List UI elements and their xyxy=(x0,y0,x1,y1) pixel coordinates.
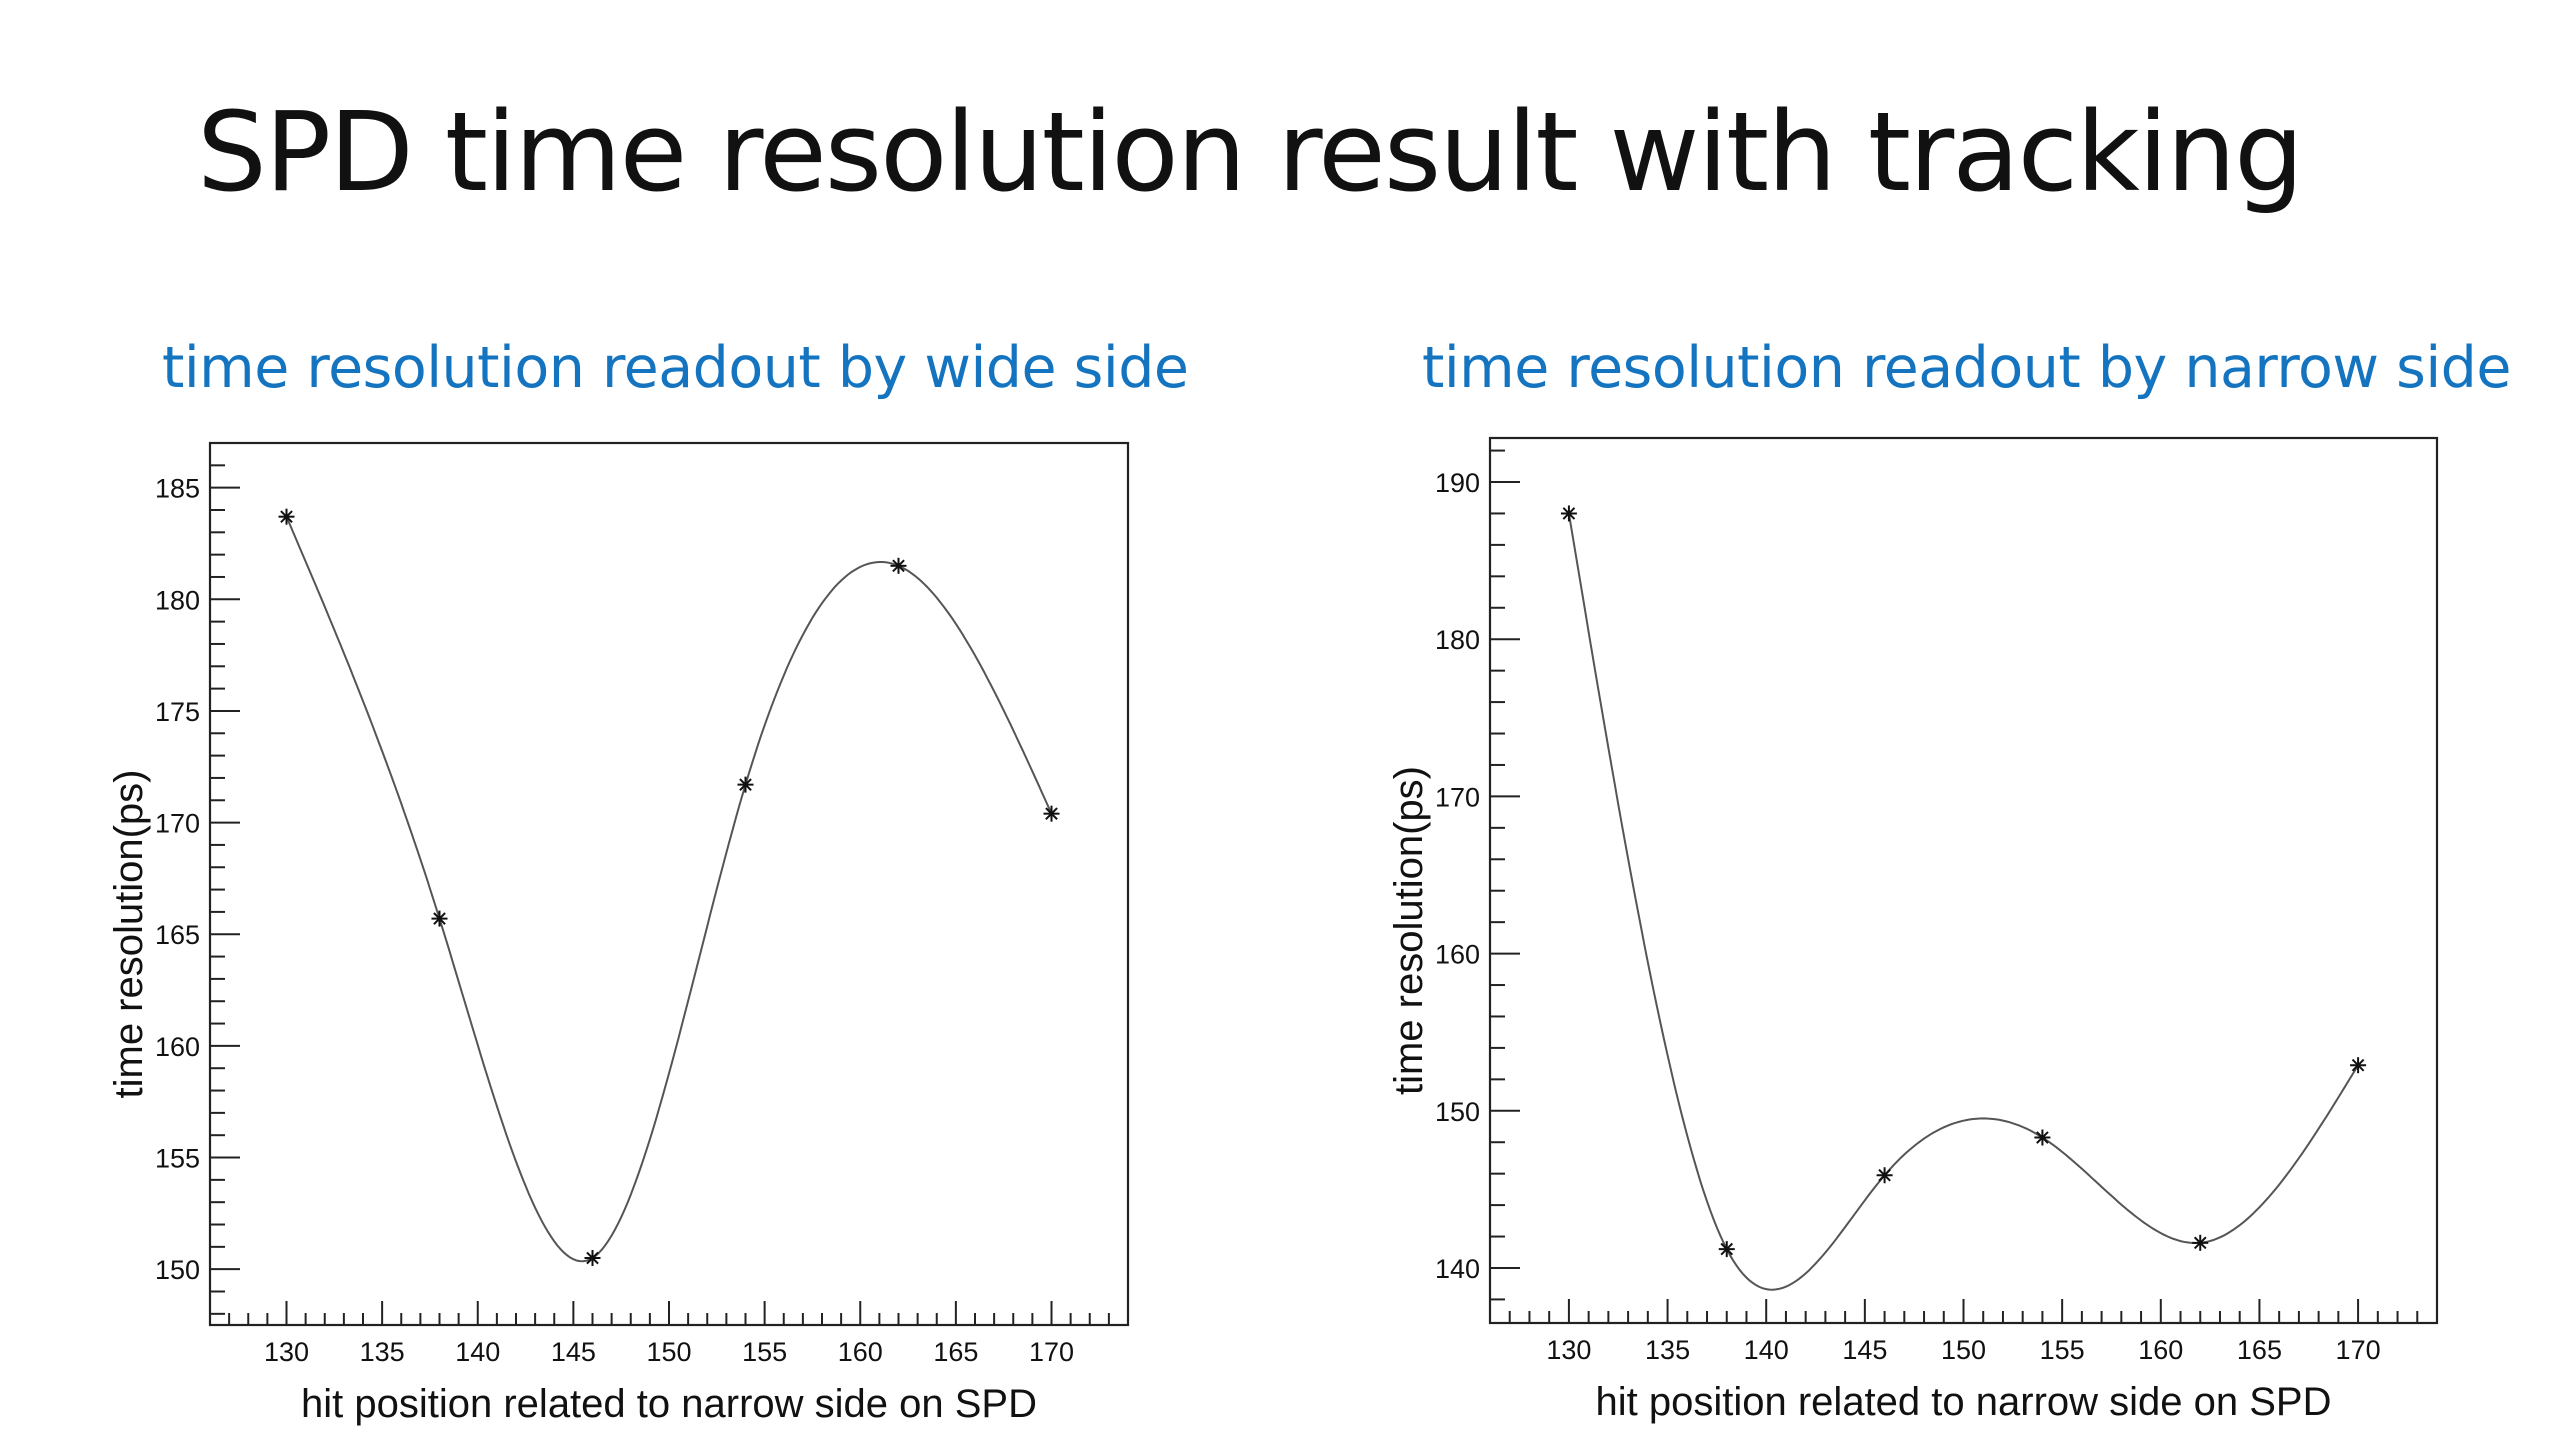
series-line xyxy=(1567,513,2359,1291)
y-tick-label: 170 xyxy=(1435,782,1480,812)
chart-title-wide-side: time resolution readout by wide side xyxy=(162,335,1189,401)
data-point-marker xyxy=(584,1250,601,1267)
x-axis-title: hit position related to narrow side on S… xyxy=(1596,1380,2332,1424)
y-axis-title: time resolution(ps) xyxy=(107,769,151,1098)
x-tick-label: 140 xyxy=(455,1337,500,1367)
x-tick-label: 160 xyxy=(838,1337,883,1367)
y-tick-label: 160 xyxy=(1435,940,1480,970)
x-tick-label: 130 xyxy=(1546,1335,1591,1365)
x-tick-label: 150 xyxy=(1941,1335,1986,1365)
x-tick-label: 170 xyxy=(1029,1337,1074,1367)
y-tick-label: 185 xyxy=(155,474,200,504)
x-tick-label: 155 xyxy=(742,1337,787,1367)
x-tick-label: 170 xyxy=(2336,1335,2381,1365)
x-tick-label: 150 xyxy=(646,1337,691,1367)
data-point-marker xyxy=(890,557,907,574)
x-tick-label: 160 xyxy=(2138,1335,2183,1365)
data-point-marker xyxy=(431,910,448,927)
y-tick-label: 155 xyxy=(155,1144,200,1174)
data-point-marker xyxy=(1043,805,1060,822)
chart-title-narrow-side: time resolution readout by narrow side xyxy=(1422,335,2511,401)
data-point-marker xyxy=(1560,505,1577,522)
data-point-marker xyxy=(2192,1234,2209,1251)
y-tick-label: 150 xyxy=(1435,1097,1480,1127)
x-axis-title: hit position related to narrow side on S… xyxy=(301,1382,1037,1426)
data-point-marker xyxy=(2034,1129,2051,1146)
x-tick-label: 135 xyxy=(1645,1335,1690,1365)
y-tick-label: 180 xyxy=(1435,625,1480,655)
y-axis-title: time resolution(ps) xyxy=(1387,766,1431,1095)
x-tick-label: 155 xyxy=(2040,1335,2085,1365)
x-tick-label: 165 xyxy=(933,1337,978,1367)
y-tick-label: 150 xyxy=(155,1255,200,1285)
x-tick-label: 140 xyxy=(1744,1335,1789,1365)
data-point-marker xyxy=(2350,1057,2367,1074)
y-tick-label: 165 xyxy=(155,920,200,950)
x-tick-label: 145 xyxy=(551,1337,596,1367)
x-tick-label: 145 xyxy=(1842,1335,1887,1365)
data-point-marker xyxy=(278,508,295,525)
data-point-marker xyxy=(737,776,754,793)
x-tick-label: 130 xyxy=(264,1337,309,1367)
data-point-marker xyxy=(1876,1167,1893,1184)
y-tick-label: 175 xyxy=(155,697,200,727)
y-tick-label: 190 xyxy=(1435,468,1480,498)
y-tick-label: 160 xyxy=(155,1032,200,1062)
y-tick-label: 170 xyxy=(155,809,200,839)
y-tick-label: 180 xyxy=(155,585,200,615)
x-tick-label: 135 xyxy=(360,1337,405,1367)
x-tick-label: 165 xyxy=(2237,1335,2282,1365)
y-tick-label: 140 xyxy=(1435,1254,1480,1284)
slide-title: SPD time resolution result with tracking xyxy=(197,88,2304,216)
data-point-marker xyxy=(1718,1241,1735,1258)
series-line xyxy=(285,516,1053,1263)
